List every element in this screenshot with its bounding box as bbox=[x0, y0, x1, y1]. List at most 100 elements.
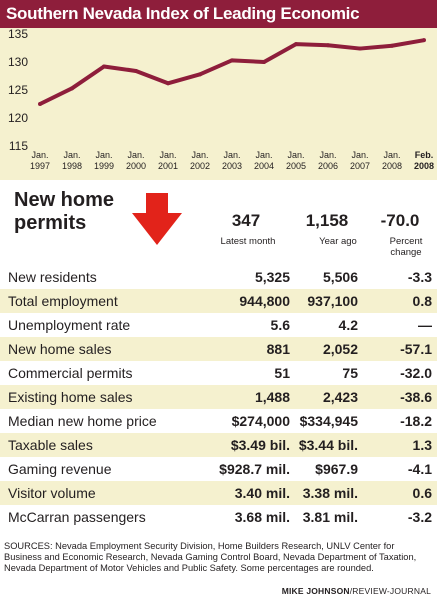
year-ago-value: 937,100 bbox=[307, 293, 358, 309]
row-label: Visitor volume bbox=[8, 485, 96, 501]
data-point bbox=[102, 64, 106, 69]
x-tick-label: Jan. bbox=[31, 150, 48, 160]
table-row: Gaming revenue$928.7 mil.$967.9 mil.-4.1 bbox=[0, 457, 437, 501]
x-tick-label: 2007 bbox=[350, 161, 370, 171]
x-tick-label: Jan. bbox=[383, 150, 400, 160]
row-label: New home sales bbox=[8, 341, 112, 357]
percent-change-value: 0.8 bbox=[412, 293, 432, 309]
year-ago-value: 75 bbox=[342, 365, 358, 381]
credit-line: MIKE JOHNSON/REVIEW-JOURNAL bbox=[282, 586, 431, 596]
row-label: Gaming revenue bbox=[8, 461, 112, 477]
year-ago-value: 2,423 bbox=[322, 389, 358, 405]
data-point bbox=[166, 81, 170, 86]
x-tick-label: Jan. bbox=[223, 150, 240, 160]
permits-year-ago: 1,158 bbox=[305, 211, 349, 230]
data-point bbox=[422, 38, 426, 43]
credit-outlet: /REVIEW-JOURNAL bbox=[349, 586, 431, 596]
percent-change-value: 1.3 bbox=[412, 437, 432, 453]
percent-change-value: -18.2 bbox=[400, 413, 432, 429]
year-ago-value: 4.2 bbox=[338, 317, 358, 333]
latest-value: 1,488 bbox=[254, 389, 290, 405]
table-row: Visitor volume 3.40 mil. 3.38 mil. 0.6 bbox=[0, 481, 437, 505]
line-chart-panel: 115 120 125 130 135 Jan. 1997 Jan. 1998 Jan. 1999 J… bbox=[0, 28, 437, 180]
latest-value: 3.40 mil. bbox=[234, 485, 290, 501]
x-tick-label: 2001 bbox=[158, 161, 178, 171]
new-home-permits-header: New home permits 347 1,158 -70.0 Latest … bbox=[0, 183, 437, 265]
data-point bbox=[70, 86, 74, 91]
data-point bbox=[326, 43, 330, 48]
year-ago-header: Year ago bbox=[319, 236, 357, 247]
latest-value: $3.49 bil. bbox=[230, 437, 290, 453]
x-tick-label: 2005 bbox=[286, 161, 306, 171]
table-row: Median new home price $274,000 $334,945 -18… bbox=[0, 409, 437, 433]
latest-value: 5.6 bbox=[270, 317, 290, 333]
table-row: New residents 5,325 5,506 -3.3 bbox=[0, 265, 437, 289]
x-tick-label: Jan. bbox=[287, 150, 304, 160]
row-label: New residents bbox=[8, 269, 97, 285]
row-label: Total employment bbox=[8, 293, 118, 309]
table-row: Unemployment rate 5.6 4.2 — bbox=[0, 313, 437, 337]
x-tick-label: 2002 bbox=[190, 161, 210, 171]
percent-change-value: -3.3 bbox=[407, 269, 432, 285]
x-tick-label: Jan. bbox=[127, 150, 144, 160]
x-tick-label: Jan. bbox=[63, 150, 80, 160]
permits-pct: -70.0 bbox=[380, 211, 420, 230]
data-point bbox=[390, 43, 394, 48]
y-tick-label: 135 bbox=[8, 28, 28, 41]
row-label: Taxable sales bbox=[8, 437, 93, 453]
percent-change-value: -57.1 bbox=[400, 341, 432, 357]
data-point bbox=[134, 68, 138, 73]
data-point bbox=[230, 58, 234, 63]
x-tick-label: 2008 bbox=[414, 161, 434, 171]
table-row: McCarran passengers 3.68 mil. 3.81 mil. -3.… bbox=[0, 505, 437, 529]
year-ago-value: $3.44 bil. bbox=[298, 437, 358, 453]
row-label: Median new home price bbox=[8, 413, 157, 429]
percent-change-value: — bbox=[418, 317, 432, 333]
row-label: McCarran passengers bbox=[8, 509, 146, 525]
percent-change-header: Percent change bbox=[389, 236, 423, 258]
index-series-line bbox=[39, 38, 425, 106]
year-ago-value: $334,945 bbox=[299, 413, 358, 429]
percent-change-value: -3.2 bbox=[407, 509, 432, 525]
credit-name: MIKE JOHNSON bbox=[281, 586, 350, 596]
x-tick-label: Jan. bbox=[159, 150, 176, 160]
table-row: Existing home sales 1,488 2,423 -38.6 bbox=[0, 385, 437, 409]
row-label: Commercial permits bbox=[8, 365, 133, 381]
chart-title: Southern Nevada Index of Leading Economi… bbox=[0, 0, 437, 51]
line-chart: 115120125130135Jan.1997Jan.1998Jan.1999J… bbox=[8, 28, 434, 171]
permits-latest: 347 bbox=[231, 211, 261, 230]
latest-value: 881 bbox=[266, 341, 290, 357]
percent-change-value: -38.6 bbox=[400, 389, 432, 405]
table-row: New home sales 881 2,052 -57.1 bbox=[0, 337, 437, 361]
x-tick-label: 1999 bbox=[94, 161, 114, 171]
table-row: Total employment 944,800 937,100 0.8 bbox=[0, 289, 437, 313]
latest-value: $928.7 mil. bbox=[219, 461, 290, 477]
latest-value: 51 bbox=[274, 365, 290, 381]
x-tick-label: 2006 bbox=[318, 161, 338, 171]
x-tick-label: 2004 bbox=[254, 161, 274, 171]
row-label: Unemployment rate bbox=[8, 317, 131, 333]
data-point bbox=[294, 42, 298, 47]
data-point bbox=[358, 46, 362, 51]
percent-change-value: 0.6 bbox=[412, 485, 432, 501]
y-tick-label: 125 bbox=[8, 83, 28, 97]
x-tick-label: Feb. bbox=[415, 150, 434, 160]
row-label: Existing home sales bbox=[8, 389, 133, 405]
y-tick-label: 130 bbox=[8, 55, 28, 69]
down-arrow-icon bbox=[132, 193, 182, 245]
x-tick-label: 1998 bbox=[62, 161, 82, 171]
year-ago-value: 2,052 bbox=[322, 341, 358, 357]
x-tick-label: 1997 bbox=[30, 161, 50, 171]
percent-change-value: -4.1 bbox=[407, 461, 432, 477]
table-row: Taxable sales $3.49 bil. $3.44 bil. 1.3 bbox=[0, 433, 437, 457]
y-tick-label: 115 bbox=[9, 139, 28, 153]
x-tick-label: Jan. bbox=[95, 150, 112, 160]
permits-title: New home permits bbox=[14, 189, 115, 234]
x-tick-label: Jan. bbox=[351, 150, 368, 160]
year-ago-value: 5,506 bbox=[322, 269, 358, 285]
x-tick-label: 2000 bbox=[126, 161, 146, 171]
latest-value: 3.68 mil. bbox=[234, 509, 290, 525]
latest-value: 5,325 bbox=[254, 269, 290, 285]
percent-change-value: -32.0 bbox=[400, 365, 432, 381]
sources-note: SOURCES: Nevada Employment Security Divi… bbox=[4, 541, 417, 573]
